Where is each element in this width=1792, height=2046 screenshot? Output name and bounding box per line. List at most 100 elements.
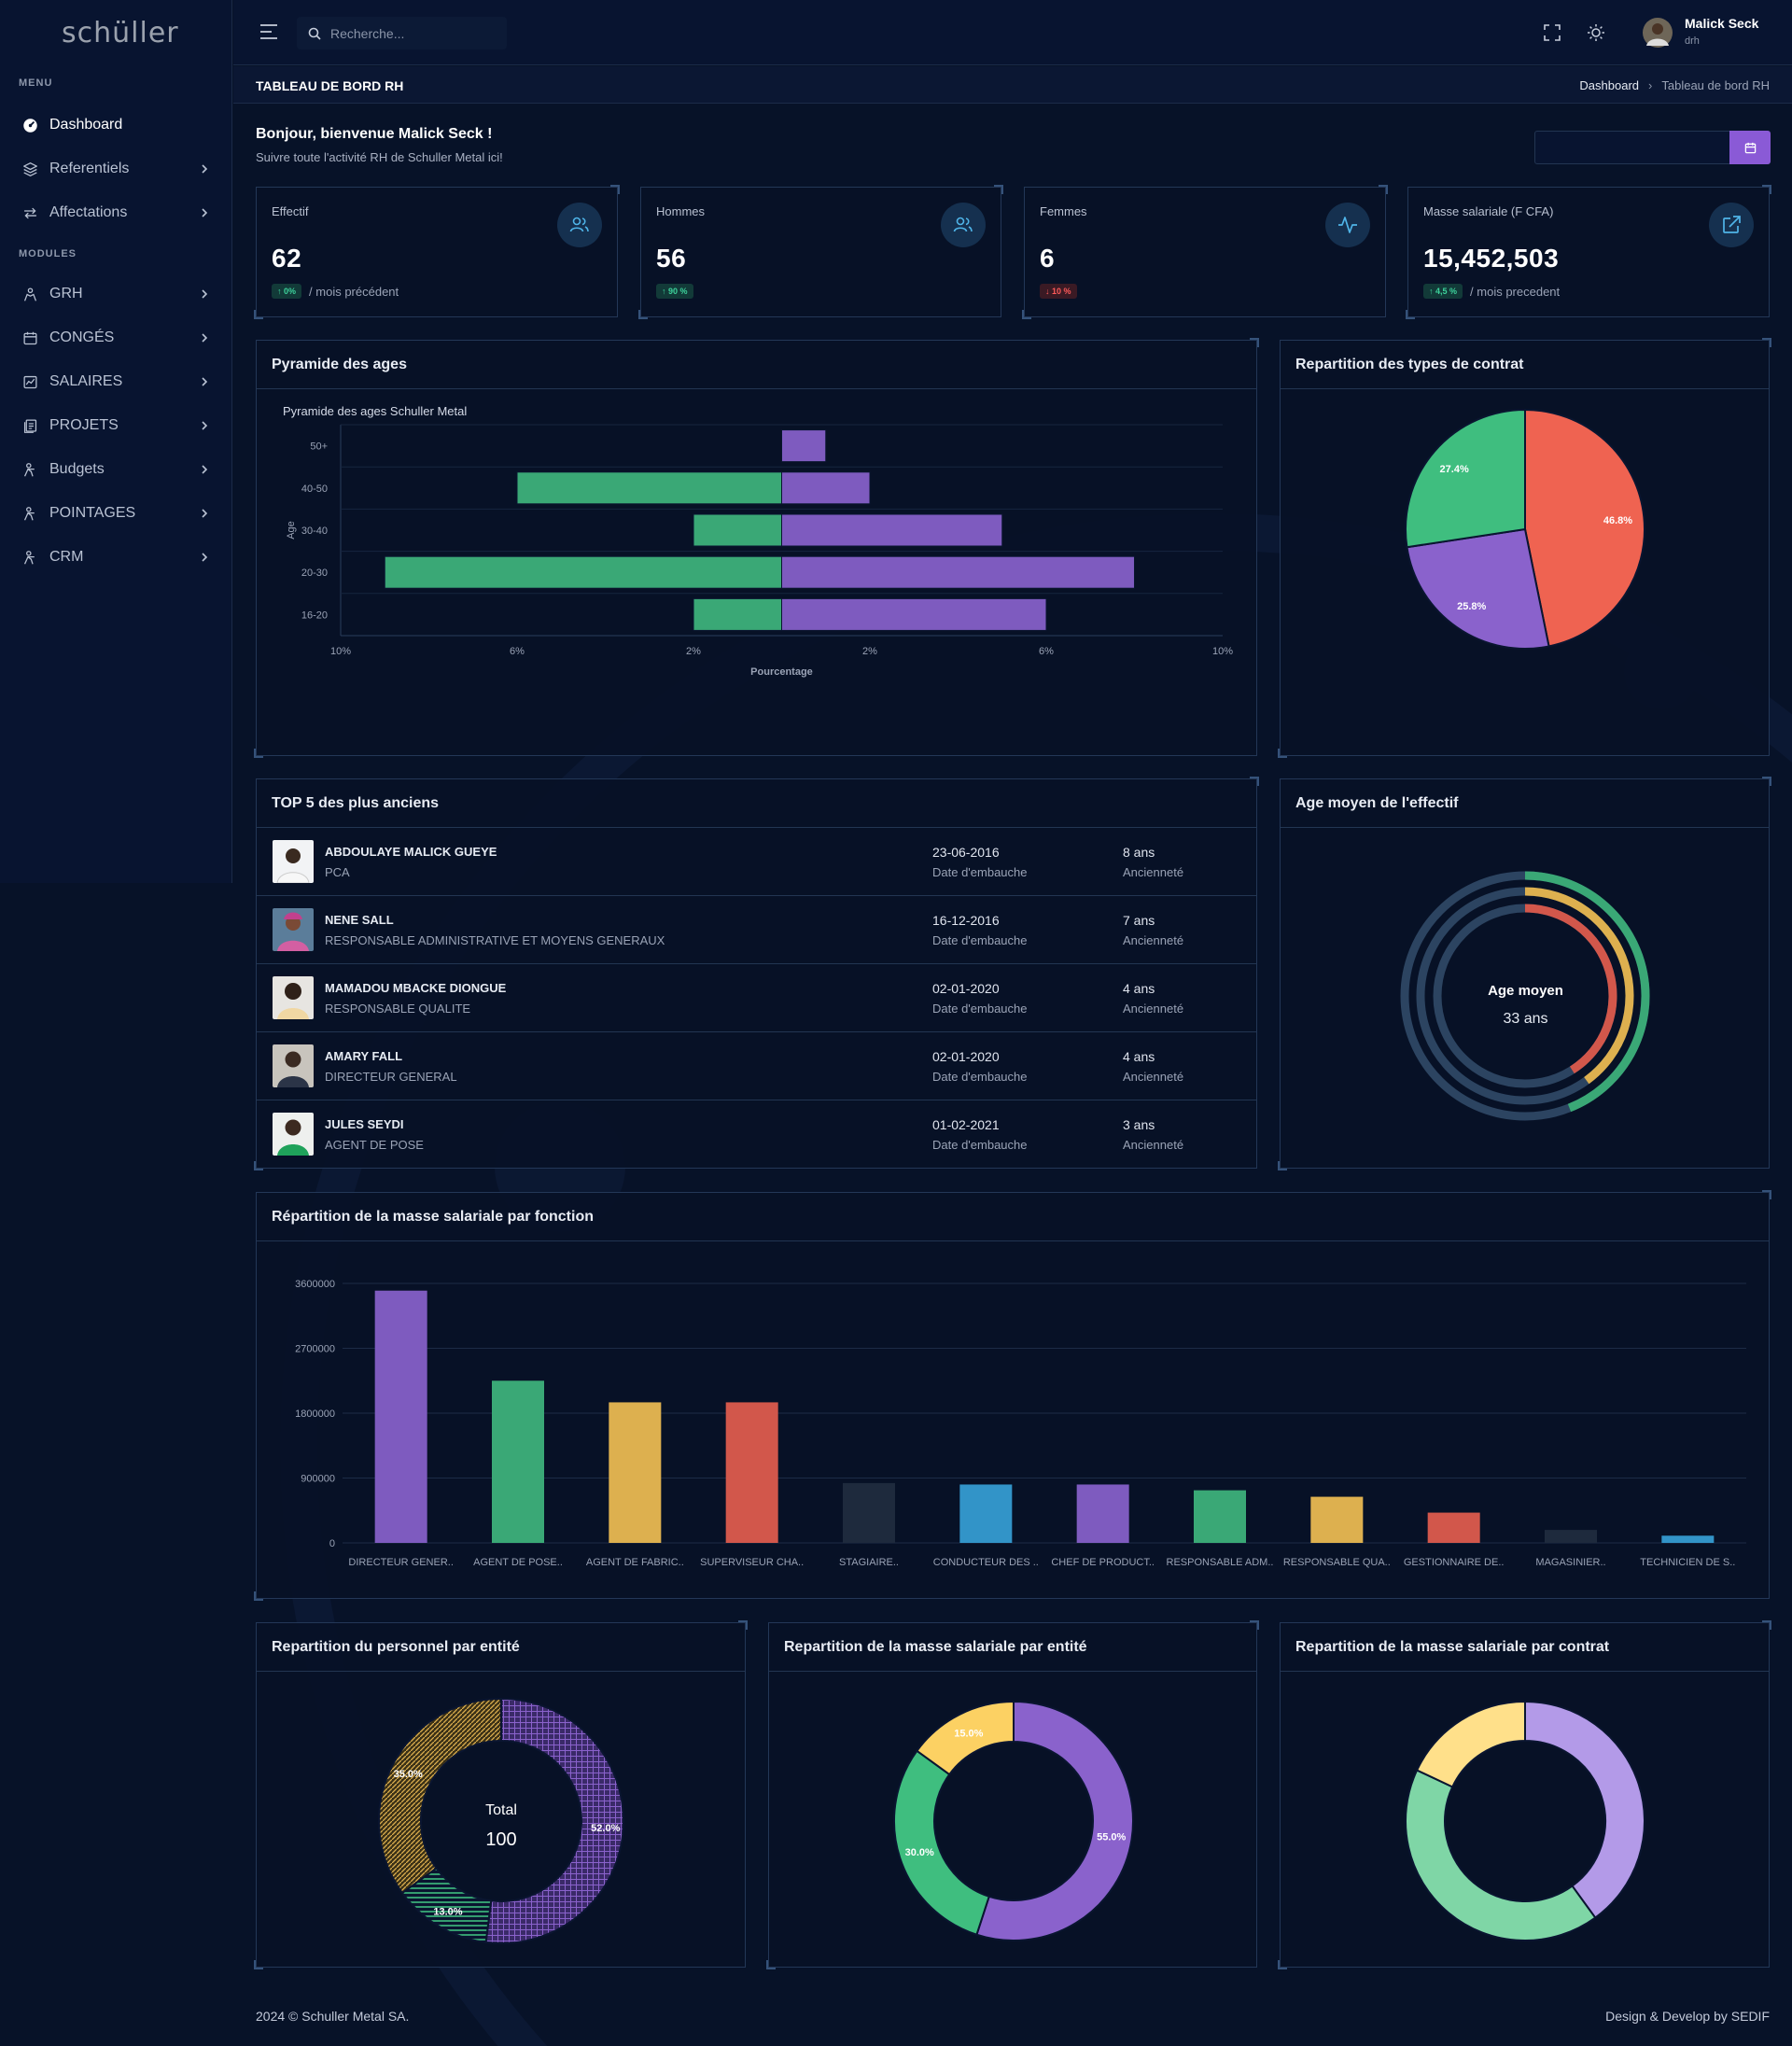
stat-label: Effectif bbox=[272, 204, 309, 218]
seniority: 7 ans bbox=[1123, 913, 1155, 928]
table-row[interactable]: JULES SEYDI AGENT DE POSE 01-02-2021 Dat… bbox=[257, 1100, 1256, 1169]
sidebar-item-pointages[interactable]: POINTAGES bbox=[13, 495, 220, 532]
pyramid-bar bbox=[781, 513, 1003, 547]
chevron-right-icon bbox=[202, 465, 208, 474]
employee-photo bbox=[273, 1044, 314, 1087]
date-field[interactable] bbox=[1534, 131, 1730, 164]
pie-slice bbox=[1415, 1700, 1526, 1788]
sidebar-item-affectations[interactable]: Affectations bbox=[13, 194, 220, 231]
users-icon bbox=[569, 217, 589, 232]
salary-bar bbox=[609, 1402, 662, 1543]
salary-bar bbox=[1310, 1496, 1364, 1543]
menu-section-title: MENU bbox=[19, 77, 53, 89]
sidebar-item-budgets[interactable]: Budgets bbox=[13, 451, 220, 488]
x-tick-label: CONDUCTEUR DES .. bbox=[933, 1557, 1039, 1568]
salary-bar bbox=[843, 1482, 895, 1543]
person-run-icon bbox=[23, 550, 35, 565]
x-tick-label: AGENT DE FABRIC.. bbox=[586, 1557, 684, 1568]
salary-bar bbox=[1661, 1535, 1715, 1543]
slice-label: 35.0% bbox=[394, 1769, 423, 1780]
search-box bbox=[297, 17, 507, 49]
x-tick-label: DIRECTEUR GENER.. bbox=[348, 1557, 453, 1568]
table-row[interactable]: NENE SALL RESPONSABLE ADMINISTRATIVE ET … bbox=[257, 896, 1256, 964]
table-row[interactable]: MAMADOU MBACKE DIONGUE RESPONSABLE QUALI… bbox=[257, 964, 1256, 1032]
seniority: 3 ans bbox=[1123, 1117, 1155, 1132]
swap-icon bbox=[23, 207, 37, 218]
slice-label: 25.8% bbox=[1457, 601, 1486, 612]
x-tick-label: GESTIONNAIRE DE.. bbox=[1404, 1557, 1505, 1568]
sidebar-item-referentiels[interactable]: Referentiels bbox=[13, 150, 220, 188]
stat-card-femmes: Femmes 6 ↓ 10 % bbox=[1022, 185, 1388, 319]
sidebar-item-salaires[interactable]: SALAIRES bbox=[13, 363, 220, 400]
radial-bar bbox=[1524, 871, 1650, 1113]
pie-slice bbox=[484, 1697, 624, 1944]
x-tick-label: CHEF DE PRODUCT.. bbox=[1051, 1557, 1155, 1568]
sidebar-item-grh[interactable]: GRH bbox=[13, 275, 220, 313]
sidebar-item-label: Referentiels bbox=[49, 161, 130, 176]
salary-bar bbox=[1076, 1484, 1129, 1543]
theme-sun-icon[interactable] bbox=[1587, 23, 1605, 42]
search-input[interactable] bbox=[330, 25, 489, 41]
sidebar-item-projets[interactable]: PROJETS bbox=[13, 407, 220, 444]
seniority: 4 ans bbox=[1123, 981, 1155, 996]
hire-date: 16-12-2016 bbox=[932, 913, 1000, 928]
seniority-label: Ancienneté bbox=[1123, 933, 1184, 947]
sidebar-item-label: SALAIRES bbox=[49, 373, 123, 389]
slice-label: 30.0% bbox=[905, 1847, 934, 1858]
activity-icon bbox=[1338, 217, 1357, 233]
avatar[interactable] bbox=[1643, 18, 1673, 48]
sidebar-item-label: CRM bbox=[49, 549, 84, 565]
x-axis-label: Pourcentage bbox=[750, 666, 813, 678]
breadcrumb: Dashboard › Tableau de bord RH bbox=[1579, 78, 1770, 92]
x-tick-label: AGENT DE POSE.. bbox=[473, 1557, 563, 1568]
calendar-icon bbox=[1744, 142, 1756, 153]
chevron-right-icon bbox=[202, 164, 208, 174]
breadcrumb-dashboard[interactable]: Dashboard bbox=[1579, 78, 1640, 92]
search-icon bbox=[308, 27, 321, 40]
age-pyramid-chart: Pyramide des ages Schuller Metal 16-20 20-… bbox=[283, 404, 1233, 678]
sidebar-item-label: CONGÉS bbox=[49, 329, 115, 345]
stat-label: Hommes bbox=[656, 204, 706, 218]
layers-icon bbox=[23, 161, 37, 176]
chevron-right-icon bbox=[202, 333, 208, 343]
radial-bar bbox=[1524, 887, 1634, 1085]
breadcrumb-separator: › bbox=[1648, 78, 1653, 92]
sidebar-item-conges[interactable]: CONGÉS bbox=[13, 319, 220, 357]
sidebar: schüller MENU Dashboard Referentiels Aff… bbox=[0, 0, 232, 883]
x-tick-label: RESPONSABLE QUA.. bbox=[1283, 1557, 1391, 1568]
x-tick-label: RESPONSABLE ADM.. bbox=[1167, 1557, 1274, 1568]
chevron-right-icon bbox=[202, 377, 208, 386]
x-tick-label: SUPERVISEUR CHA.. bbox=[700, 1557, 804, 1568]
table-row[interactable]: AMARY FALL DIRECTEUR GENERAL 02-01-2020 … bbox=[257, 1032, 1256, 1100]
stat-card-masse-salariale: Masse salariale (F CFA) 15,452,503 ↑ 4,5… bbox=[1406, 185, 1771, 319]
seniority-label: Ancienneté bbox=[1123, 865, 1184, 879]
chevron-right-icon bbox=[202, 509, 208, 518]
employee-role: PCA bbox=[325, 865, 350, 879]
y-tick-label: 20-30 bbox=[301, 568, 328, 579]
seniority: 8 ans bbox=[1123, 845, 1155, 860]
x-tick-label: 10% bbox=[330, 646, 351, 657]
sidebar-item-dashboard[interactable]: Dashboard bbox=[13, 106, 220, 144]
sidebar-item-label: Budgets bbox=[49, 461, 105, 477]
card-age-moyen: Age moyen de l'effectif Age moyen 33 ans bbox=[1278, 777, 1771, 1170]
seniority-label: Ancienneté bbox=[1123, 1070, 1184, 1084]
y-tick-label: 16-20 bbox=[301, 610, 328, 621]
footer-credit: Design & Develop by SEDIF bbox=[1605, 2009, 1770, 2024]
pie-slice bbox=[1406, 527, 1550, 650]
salary-bar bbox=[374, 1290, 427, 1543]
pyramid-bar bbox=[781, 555, 1135, 589]
donut-center-value: 100 bbox=[485, 1829, 516, 1850]
employee-photo bbox=[273, 1113, 314, 1156]
card-title: TOP 5 des plus anciens bbox=[257, 779, 1256, 828]
seniority: 4 ans bbox=[1123, 1049, 1155, 1064]
menu-toggle-icon[interactable] bbox=[259, 23, 278, 40]
footer-copyright: 2024 © Schuller Metal SA. bbox=[256, 2009, 410, 2024]
sidebar-item-crm[interactable]: CRM bbox=[13, 539, 220, 576]
logo: schüller bbox=[62, 17, 179, 49]
calendar-button[interactable] bbox=[1729, 131, 1771, 164]
change-suffix: / mois precedent bbox=[1470, 284, 1561, 299]
card-title: Pyramide des ages bbox=[257, 341, 1256, 389]
chevron-right-icon bbox=[202, 289, 208, 299]
table-row[interactable]: ABDOULAYE MALICK GUEYE PCA 23-06-2016 Da… bbox=[257, 828, 1256, 896]
fullscreen-icon[interactable] bbox=[1544, 24, 1561, 41]
